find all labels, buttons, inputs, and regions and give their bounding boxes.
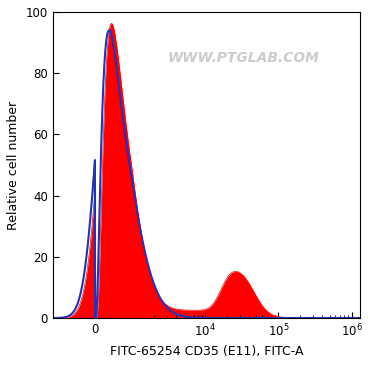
Text: WWW.PTGLAB.COM: WWW.PTGLAB.COM — [167, 51, 319, 65]
Y-axis label: Relative cell number: Relative cell number — [7, 100, 20, 230]
X-axis label: FITC-65254 CD35 (E11), FITC-A: FITC-65254 CD35 (E11), FITC-A — [110, 345, 303, 358]
